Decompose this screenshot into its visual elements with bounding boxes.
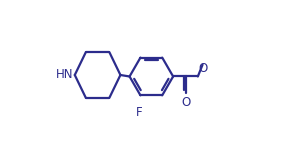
Text: HN: HN — [56, 69, 73, 81]
Text: O: O — [181, 96, 190, 109]
Text: O: O — [198, 62, 208, 75]
Text: F: F — [136, 106, 142, 119]
